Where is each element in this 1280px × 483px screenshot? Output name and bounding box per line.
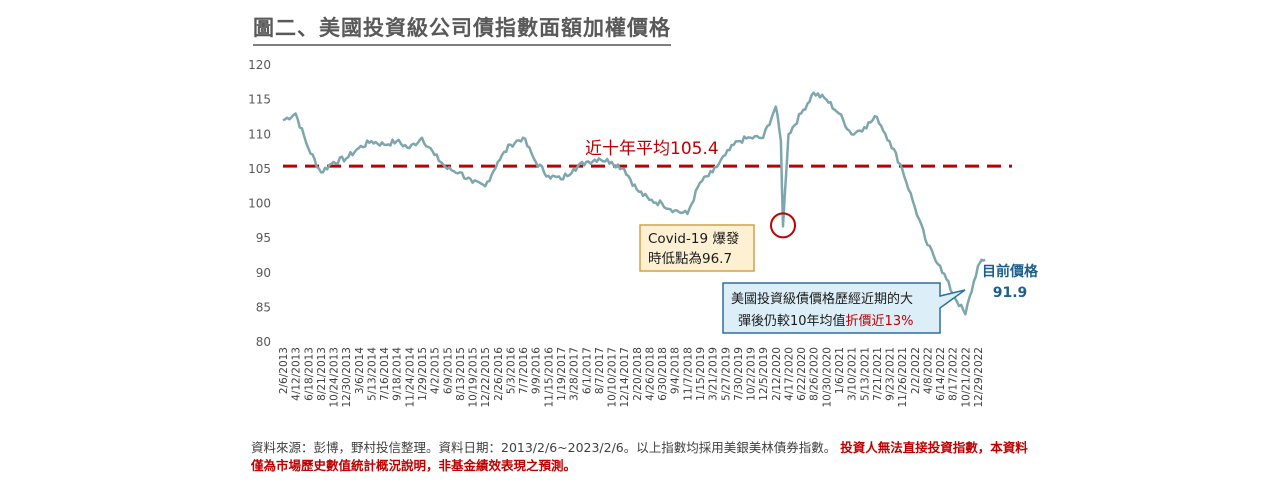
x-tick-label: 5/13/2021 [859,347,871,401]
x-tick-label: 10/21/2022 [960,347,972,408]
x-tick-label: 8/17/2022 [948,347,960,401]
x-tick-label: 1/29/2015 [417,347,429,401]
x-tick-label: 4/17/2020 [783,347,795,401]
y-tick-label: 105 [248,162,271,176]
current-price-label: 目前價格 [982,263,1039,280]
x-tick-label: 2/2/2022 [910,347,922,394]
x-tick-label: 3/28/2017 [569,347,581,401]
discount-callout: 美國投資級債價格歷經近期的大 彈後仍較10年均值折價近13% [722,282,966,334]
x-tick-label: 9/9/2016 [531,347,543,394]
x-tick-label: 11/24/2014 [404,347,416,408]
x-tick-label: 3/6/2014 [354,347,366,394]
x-tick-label: 5/27/2019 [720,347,732,401]
x-tick-label: 7/7/2016 [518,347,530,394]
price-series-line [282,91,986,316]
y-tick-label: 100 [248,197,271,211]
x-tick-label: 3/21/2019 [708,347,720,401]
covid-low-value: 96.7 [702,251,732,267]
x-tick-label: 6/9/2015 [442,347,454,394]
x-tick-label: 11/7/2018 [682,347,694,401]
x-tick-label: 10/19/2015 [468,347,480,408]
x-tick-label: 1/6/2021 [834,347,846,394]
x-tick-label: 12/5/2019 [758,347,770,401]
y-tick-label: 85 [256,300,271,314]
x-tick-label: 6/22/2020 [796,347,808,401]
y-tick-label: 80 [256,335,271,349]
x-tick-label: 10/30/2020 [821,347,833,408]
footnote: 資料來源：彭博，野村投信整理。資料日期：2013/2/6~2023/2/6。以上… [251,439,1031,475]
x-tick-label: 9/4/2018 [670,347,682,394]
chart-title: 圖二、美國投資級公司債指數面額加權價格 [253,12,671,46]
x-tick-label: 7/21/2021 [872,347,884,401]
price-chart: 80 85 90 95 100 105 110 115 120 2/6/2013 4/12/201… [248,58,1039,408]
x-tick-label: 4/26/2018 [644,347,656,401]
x-tick-label: 10/2/2019 [746,347,758,401]
x-tick-label: 12/30/2013 [341,347,353,408]
current-price-value: 91.9 [993,285,1028,301]
x-tick-label: 5/13/2014 [366,347,378,401]
covid-callout-line1: Covid-19 爆發 [648,231,740,247]
x-tick-label: 7/30/2019 [733,347,745,401]
x-tick-label: 10/24/2013 [329,347,341,408]
y-tick-label: 90 [256,266,271,280]
x-tick-label: 9/23/2021 [885,347,897,401]
y-tick-label: 95 [256,231,271,245]
covid-low-marker [770,212,797,239]
covid-callout-line2-prefix: 時低點為 [648,251,702,267]
x-tick-label: 6/18/2013 [303,347,315,401]
x-tick-label: 8/21/2013 [316,347,328,401]
x-tick-label: 4/8/2022 [922,347,934,394]
x-tick-label: 4/2/2015 [430,347,442,394]
x-tick-label: 6/14/2022 [935,347,947,401]
y-tick-label: 110 [248,127,271,141]
x-tick-label: 6/30/2018 [657,347,669,401]
x-tick-label: 11/26/2021 [897,347,909,408]
discount-callout-emphasis: 折價近13% [846,314,914,329]
footnote-source: 資料來源：彭博，野村投信整理。資料日期：2013/2/6~2023/2/6。以上… [251,440,837,455]
x-tick-label: 7/16/2014 [379,347,391,401]
svg-text:時低點為96.7: 時低點為96.7 [648,251,732,267]
ten-year-average-label: 近十年平均105.4 [585,139,719,159]
covid-callout: Covid-19 爆發 時低點為96.7 [639,224,755,272]
x-tick-label: 1/19/2017 [556,347,568,401]
x-tick-label: 3/10/2021 [847,347,859,401]
x-tick-label: 12/29/2022 [973,347,985,408]
discount-callout-line1: 美國投資級債價格歷經近期的大 [731,291,913,307]
x-tick-label: 4/12/2013 [291,347,303,401]
x-tick-label: 10/10/2017 [607,347,619,408]
discount-callout-line2-prefix: 彈後仍較10年均值 [738,313,846,329]
x-tick-label: 2/12/2020 [771,347,783,401]
x-tick-label: 6/1/2017 [581,347,593,394]
y-tick-label: 115 [248,93,271,107]
x-tick-label: 2/26/2016 [493,347,505,401]
x-tick-label: 8/7/2017 [594,347,606,394]
x-tick-label: 8/13/2015 [455,347,467,401]
x-tick-label: 12/22/2015 [480,347,492,408]
y-tick-label: 120 [248,58,271,72]
x-tick-label: 1/15/2019 [695,347,707,401]
y-axis: 80 85 90 95 100 105 110 115 120 [248,58,271,349]
x-tick-label: 11/15/2016 [543,347,555,408]
x-tick-label: 8/26/2020 [809,347,821,401]
x-axis: 2/6/2013 4/12/2013 6/18/2013 8/21/2013 10/24… [278,347,985,408]
x-tick-label: 9/18/2014 [392,347,404,401]
x-tick-label: 2/6/2013 [278,347,290,394]
footnote-warning: 投資人無法直接投資指數，本資料僅為市場歷史數值統計概況說明，非基金績效表現之預測… [251,440,1028,473]
x-tick-label: 12/14/2017 [619,347,631,408]
svg-text:彈後仍較10年均值折價近13%: 彈後仍較10年均值折價近13% [738,313,913,329]
x-tick-label: 5/3/2016 [505,347,517,394]
x-tick-label: 2/20/2018 [632,347,644,401]
